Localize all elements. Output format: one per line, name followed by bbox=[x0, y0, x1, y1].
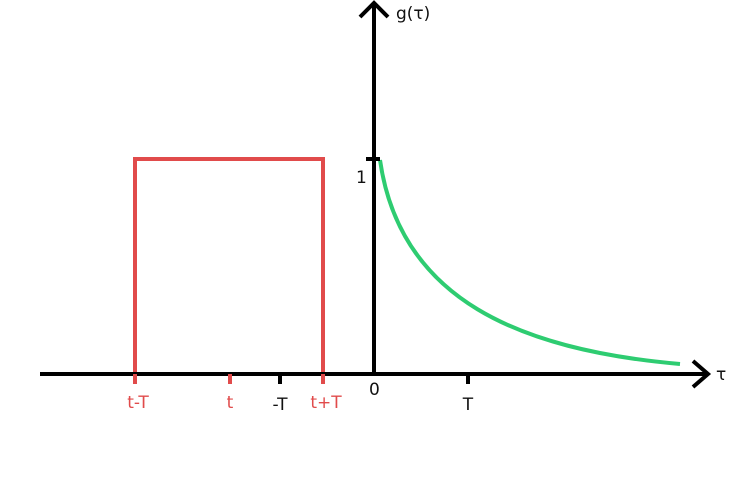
window-rectangle bbox=[133, 157, 325, 374]
x-axis-arrowhead bbox=[691, 359, 712, 389]
tick-label-t-minus-T: t-T bbox=[127, 393, 149, 413]
y-axis-arrowhead bbox=[358, 0, 390, 19]
y-axis-label: g(τ) bbox=[396, 4, 430, 24]
tick-label-t-plus-T: t+T bbox=[310, 393, 342, 413]
tick-label-t: t bbox=[227, 393, 234, 413]
origin-label: 0 bbox=[369, 380, 380, 400]
tick-label-T: T bbox=[462, 395, 474, 415]
tick-label-minus-T: -T bbox=[273, 395, 289, 415]
y-tick-label-1: 1 bbox=[356, 168, 367, 188]
x-axis-label: τ bbox=[716, 365, 726, 385]
decay-curve bbox=[378, 159, 681, 366]
